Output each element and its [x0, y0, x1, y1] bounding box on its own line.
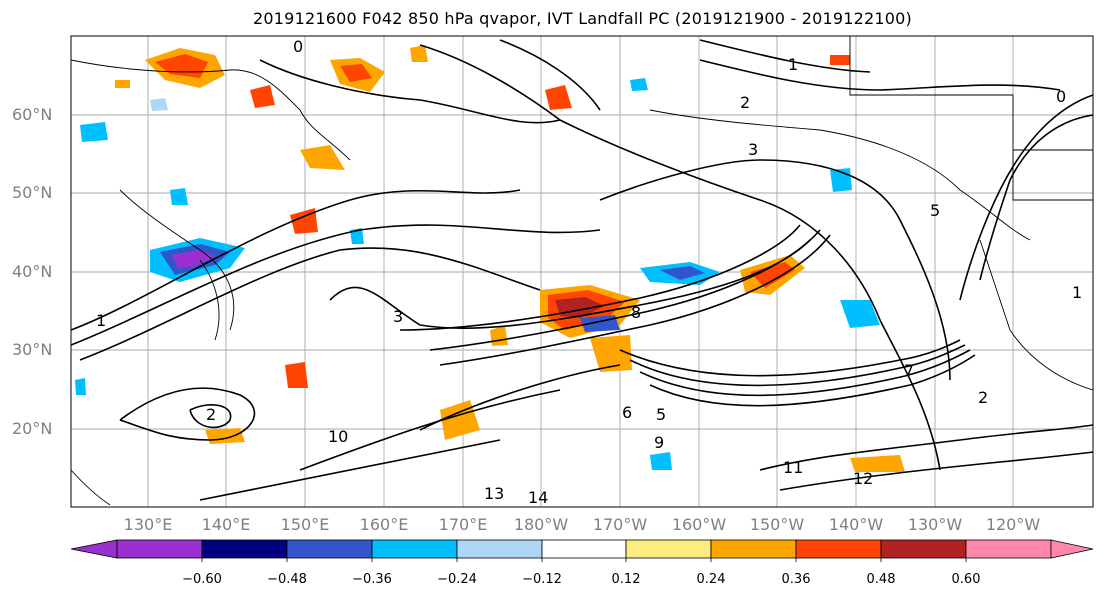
contour-label: 1 [1072, 283, 1082, 302]
colorbar-tick-label: −0.24 [437, 572, 477, 587]
contour-label: 1 [96, 311, 106, 330]
contour-labels: 0 1 2 3 5 1 3 8 7 6 5 2 9 10 11 12 13 14… [96, 37, 1082, 507]
contour-label: 12 [853, 469, 873, 488]
contour-label: 7 [904, 361, 914, 380]
lat-label-20n: 20°N [12, 419, 53, 438]
lat-label-50n: 50°N [12, 183, 53, 202]
contour-label: 5 [656, 405, 666, 424]
colorbar-tick-label: 0.12 [611, 572, 641, 587]
lon-label-130e: 130°E [123, 515, 173, 534]
colorbar [70, 539, 1094, 562]
colorbar-tick-label: 0.36 [781, 572, 811, 587]
contour-label: 13 [484, 484, 504, 503]
gridlines [71, 36, 1093, 507]
colorbar-tick-label: −0.12 [522, 572, 562, 587]
lon-label-180w: 180°W [513, 515, 569, 534]
contour-label: 10 [328, 427, 348, 446]
coastlines [70, 36, 1094, 506]
ivt-contours [70, 39, 1094, 501]
contour-label: 1 [788, 55, 798, 74]
contour-label: 3 [748, 140, 758, 159]
colorbar-tick-label: 0.48 [866, 572, 896, 587]
lon-label-150e: 150°E [280, 515, 330, 534]
colorbar-tick-label: 0.24 [696, 572, 726, 587]
contour-label: 2 [978, 388, 988, 407]
lon-label-160e: 160°E [359, 515, 409, 534]
lon-label-160w: 160°W [671, 515, 727, 534]
contour-label: 0 [293, 37, 303, 56]
lat-label-40n: 40°N [12, 262, 53, 281]
contour-label: 3 [393, 307, 403, 326]
lon-label-170e: 170°E [438, 515, 488, 534]
colorbar-min-extension [70, 539, 118, 559]
lon-label-130w: 130°W [907, 515, 963, 534]
lon-label-120w: 120°W [985, 515, 1041, 534]
contour-label: 6 [622, 403, 632, 422]
lon-label-140w: 140°W [828, 515, 884, 534]
map-title: 2019121600 F042 850 hPa qvapor, IVT Land… [253, 9, 912, 28]
lon-label-150w: 150°W [749, 515, 805, 534]
contour-label: 14 [528, 488, 548, 507]
colorbar-tick-label: −0.36 [352, 572, 392, 587]
contour-label: 11 [783, 458, 803, 477]
colorbar-tick-label: 0.60 [951, 572, 981, 587]
contour-label: 2 [206, 405, 216, 424]
lat-label-30n: 30°N [12, 340, 53, 359]
contour-label: 2 [740, 93, 750, 112]
contour-label: 8 [631, 303, 641, 322]
colorbar-tick-label: −0.60 [182, 572, 222, 587]
lat-label-60n: 60°N [12, 105, 53, 124]
colorbar-tick-label: −0.48 [267, 572, 307, 587]
negative-anomaly-fills [75, 78, 880, 470]
contour-label: 0 [1056, 87, 1066, 106]
colorbar-max-extension [1050, 539, 1094, 559]
contour-label: 5 [930, 201, 940, 220]
contour-label: 9 [654, 433, 664, 452]
lon-label-170w: 170°W [592, 515, 648, 534]
lon-label-140e: 140°E [201, 515, 251, 534]
